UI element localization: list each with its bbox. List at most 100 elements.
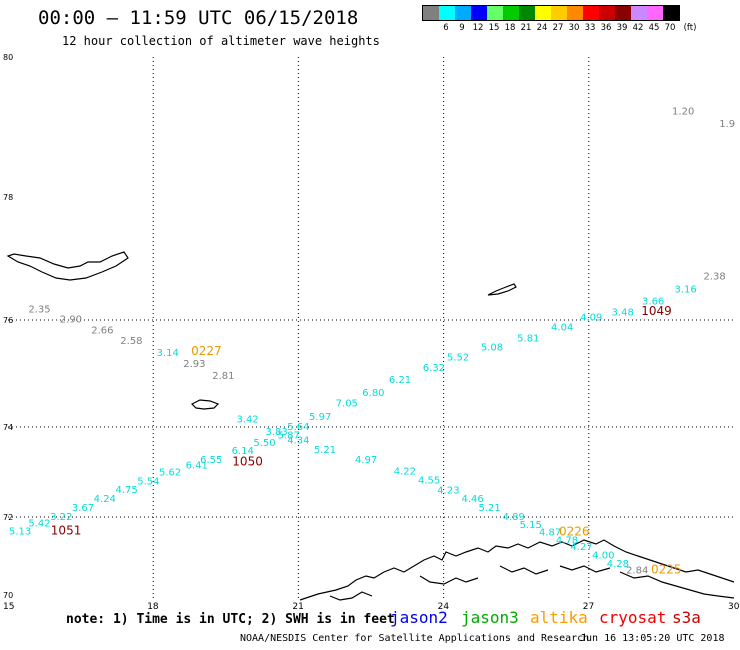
lon-tick-label: 27 xyxy=(583,602,594,612)
wave-height-label: 6.41 xyxy=(186,460,208,471)
legend-swatch xyxy=(663,6,679,20)
pass-time-label: 0225 xyxy=(651,563,682,577)
wave-height-label: 3.67 xyxy=(72,503,94,514)
timestamp-text: Jun 16 13:05:20 UTC 2018 xyxy=(580,633,725,644)
wave-height-label: 1.9 xyxy=(719,119,735,130)
wave-height-label: 4.46 xyxy=(462,494,484,505)
wave-height-label: 4.27 xyxy=(570,542,592,553)
wave-height-label: 5.81 xyxy=(517,333,539,344)
wave-height-label: 2.93 xyxy=(183,359,205,370)
wave-height-label: 4.55 xyxy=(418,476,440,487)
coastline-segment xyxy=(329,591,373,601)
wave-height-label: 5.13 xyxy=(9,526,31,537)
wave-height-label: 5.21 xyxy=(478,503,500,514)
wave-height-label: 5.52 xyxy=(447,353,469,364)
wave-height-label: 6.55 xyxy=(200,455,222,466)
pass-time-label: 1050 xyxy=(232,454,263,468)
wave-height-label: 4.75 xyxy=(115,485,137,496)
wave-height-label: 2.90 xyxy=(60,315,82,326)
lat-tick-label: 74 xyxy=(3,423,13,432)
axis-tick-labels: 15 18 21 24 27 30 70 72 74 76 78 80 xyxy=(3,53,740,612)
lat-tick-label: 80 xyxy=(3,53,13,62)
legend-swatch xyxy=(455,6,471,20)
satellite-jason3: jason3 xyxy=(461,608,519,627)
legend-swatch xyxy=(567,6,583,20)
satellite-altika: altika xyxy=(530,608,588,627)
legend-value-label: 30 xyxy=(568,23,580,33)
legend-value-label: 36 xyxy=(600,23,612,33)
coastline-segment xyxy=(487,283,517,296)
wave-height-label: 5.64 xyxy=(287,422,309,433)
coastline-segment xyxy=(419,575,479,585)
legend-value-label: 39 xyxy=(616,23,628,33)
wave-height-label: 3.22 xyxy=(50,512,72,523)
lat-lon-grid xyxy=(8,57,734,598)
legend-value-label: 33 xyxy=(584,23,596,33)
lon-tick-label: 24 xyxy=(438,602,450,612)
pass-time-label: 0227 xyxy=(191,344,222,358)
wave-height-label: 5.08 xyxy=(481,342,503,353)
coastline-segment xyxy=(499,565,549,575)
legend-swatches xyxy=(422,5,680,21)
wave-height-label: 6.80 xyxy=(362,388,384,399)
page-subtitle: 12 hour collection of altimeter wave hei… xyxy=(62,34,380,48)
lat-tick-label: 76 xyxy=(3,316,13,325)
wave-height-label: 5.15 xyxy=(520,520,542,531)
legend-swatch xyxy=(631,6,647,20)
page-title: 00:00 – 11:59 UTC 06/15/2018 xyxy=(38,7,359,29)
legend-value-label: 9 xyxy=(459,23,465,33)
wave-height-label: 6.14 xyxy=(232,446,254,457)
legend-swatch xyxy=(647,6,663,20)
footnote: note: 1) Time is in UTC; 2) SWH is in fe… xyxy=(66,612,395,627)
wave-height-label: 5.97 xyxy=(309,412,331,423)
satellite-jason2: jason2 xyxy=(390,608,448,627)
legend-value-label: 6 xyxy=(443,23,449,33)
wave-height-label: 3.42 xyxy=(236,415,258,426)
lat-tick-label: 78 xyxy=(3,193,13,202)
wave-height-label: 2.58 xyxy=(120,336,142,347)
wave-height-label: 4.28 xyxy=(607,559,629,570)
legend-value-label: 21 xyxy=(520,23,532,33)
lon-tick-label: 15 xyxy=(3,602,14,612)
legend-swatch xyxy=(615,6,631,20)
wave-height-label: 5.62 xyxy=(159,468,181,479)
legend-swatch xyxy=(423,6,439,20)
pass-time-label: 0226 xyxy=(559,525,590,539)
coastline-segment xyxy=(6,251,129,281)
wave-height-label: 3.16 xyxy=(674,284,696,295)
wave-height-label: 6.32 xyxy=(423,363,445,374)
lon-tick-label: 30 xyxy=(728,602,740,612)
wave-height-label: 4.09 xyxy=(580,313,602,324)
wave-height-label: 4.78 xyxy=(556,535,578,546)
wave-height-label: 4.04 xyxy=(551,323,573,334)
wave-height-label: 1.20 xyxy=(672,106,694,117)
wave-height-label: 5.42 xyxy=(28,518,50,529)
legend-swatch xyxy=(535,6,551,20)
wave-height-label: 3.48 xyxy=(612,308,634,319)
legend-swatch xyxy=(599,6,615,20)
legend-value-label: 70 xyxy=(664,23,676,33)
legend-value-label: 15 xyxy=(488,23,500,33)
legend-value-label: 12 xyxy=(472,23,484,33)
wave-height-label: 7.05 xyxy=(336,399,358,410)
pass-time-label: 1051 xyxy=(51,523,82,537)
legend-value-label: 45 xyxy=(648,23,660,33)
wave-height-label: 2.81 xyxy=(212,371,234,382)
wave-height-label: 2.84 xyxy=(626,566,648,577)
wave-height-label: 5.50 xyxy=(253,438,275,449)
legend-unit-label: (ft) xyxy=(683,23,697,33)
legend-swatch xyxy=(503,6,519,20)
wave-height-label: 2.66 xyxy=(91,325,113,336)
legend-value-label: 18 xyxy=(504,23,516,33)
wave-height-label: 4.22 xyxy=(394,467,416,478)
coastline-segment xyxy=(619,571,735,599)
wave-height-label: 3.14 xyxy=(157,348,179,359)
wave-height-label: 4.24 xyxy=(94,494,116,505)
wave-height-label: 3.83 xyxy=(265,427,287,438)
wave-height-label: 4.89 xyxy=(503,512,525,523)
legend-swatch xyxy=(439,6,455,20)
legend-swatch xyxy=(519,6,535,20)
wave-height-label: 4.23 xyxy=(437,486,459,497)
